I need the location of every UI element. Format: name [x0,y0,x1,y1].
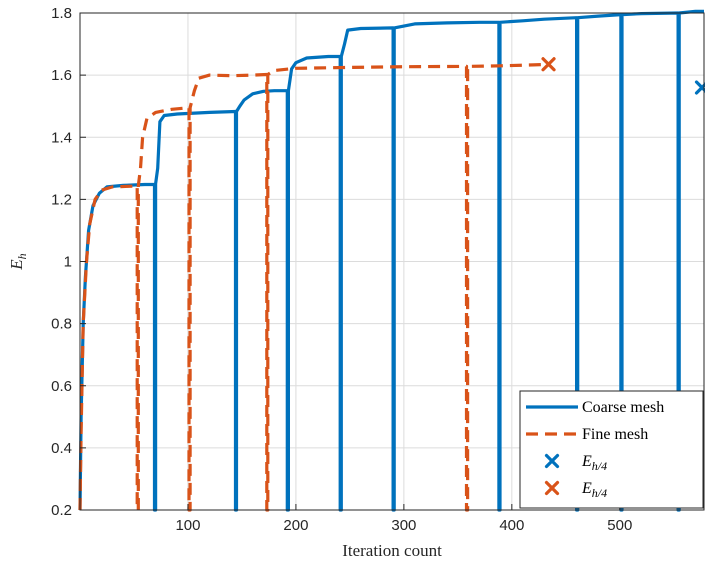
y-axis-label-subscript: h [15,253,29,259]
legend-label: Eh/4 [581,453,607,473]
coarse-marker [694,80,705,95]
fine-mesh-line [78,62,549,512]
fine-marker [541,57,556,72]
x-tick-label: 200 [283,517,308,534]
legend-label-main: E [581,480,592,497]
x-axis-label: Iteration count [342,541,442,560]
legend-label-main: E [581,453,592,470]
legend-label-sub: h/4 [592,486,607,500]
y-tick-label: 1.8 [51,5,72,22]
y-tick-label: 0.8 [51,316,72,333]
markers-group [541,57,705,95]
y-tick-label: 1.4 [51,129,72,146]
y-tick-label: 0.2 [51,502,72,519]
legend-swatch-marker [544,453,560,469]
x-tick-label: 100 [175,517,200,534]
legend-label: Coarse mesh [582,399,664,416]
x-tick-label: 400 [499,517,524,534]
x-tick-label: 500 [607,517,632,534]
y-axis-label-main: E [7,259,26,271]
legend-label-sub: h/4 [592,459,607,473]
x-tick-label: 300 [391,517,416,534]
legend-label: Eh/4 [581,480,607,500]
y-tick-label: 0.6 [51,378,72,395]
x-ticks: 100 200 300 400 500 [175,504,632,534]
y-tick-label: 1.2 [51,191,72,208]
y-tick-label: 0.4 [51,440,72,457]
y-tick-label: 1 [64,254,72,271]
y-axis-label: Eh [7,253,29,270]
legend-swatch-marker [544,480,560,496]
legend-label: Fine mesh [582,426,648,443]
y-ticks: 0.2 0.4 0.6 0.8 1 1.2 1.4 1.6 1.8 [51,5,86,519]
y-tick-label: 1.6 [51,67,72,84]
